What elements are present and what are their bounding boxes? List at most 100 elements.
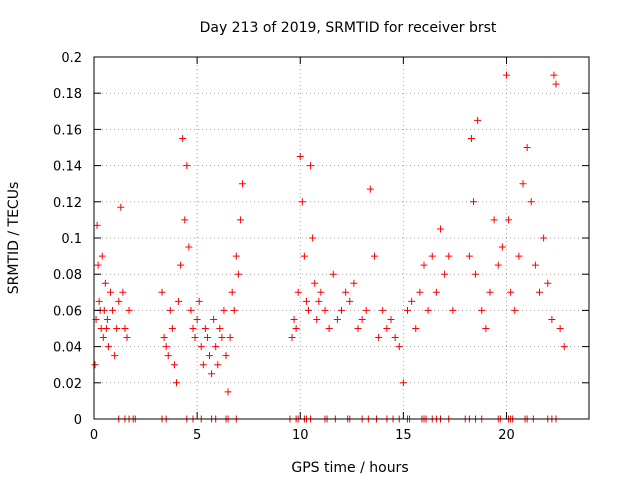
data-point — [93, 221, 101, 229]
data-point — [449, 306, 457, 314]
x-tick-label: 20 — [498, 428, 515, 443]
data-point — [201, 325, 209, 332]
data-point — [239, 180, 246, 188]
data-point — [437, 225, 444, 233]
data-point — [379, 306, 387, 314]
data-point — [465, 252, 473, 260]
data-point — [317, 288, 325, 296]
data-point — [288, 334, 296, 342]
data-point — [228, 288, 236, 296]
y-tick-label: 0.06 — [53, 304, 82, 319]
data-point — [210, 315, 218, 323]
data-point — [333, 315, 341, 323]
data-point — [177, 261, 185, 269]
y-tick-label: 0.08 — [53, 268, 82, 283]
data-point — [507, 288, 515, 296]
data-point — [338, 306, 345, 314]
data-point — [515, 252, 523, 260]
data-point — [160, 334, 168, 342]
data-point — [482, 325, 490, 332]
data-point — [187, 306, 195, 314]
data-point — [556, 325, 564, 332]
data-point — [395, 343, 403, 351]
data-point — [162, 343, 170, 351]
y-tick-label: 0.04 — [53, 341, 82, 356]
data-point — [511, 306, 519, 314]
data-point — [104, 343, 112, 351]
data-point — [472, 270, 480, 278]
data-point — [494, 261, 502, 269]
data-point — [387, 315, 395, 323]
data-point — [212, 343, 220, 351]
data-point — [170, 361, 178, 369]
data-point — [125, 306, 133, 314]
data-point — [197, 343, 205, 351]
data-point — [294, 288, 302, 296]
chart-title: Day 213 of 2019, SRMTID for receiver brs… — [200, 20, 497, 36]
data-point — [404, 306, 411, 314]
data-point — [531, 261, 539, 269]
data-point — [503, 71, 510, 79]
data-point — [115, 297, 123, 305]
data-point — [218, 334, 226, 342]
data-point — [342, 288, 350, 296]
data-point — [544, 279, 552, 287]
data-point — [216, 325, 224, 332]
data-point — [416, 288, 424, 296]
data-point — [412, 325, 420, 332]
data-point — [309, 234, 317, 242]
data-point — [183, 162, 191, 170]
data-point — [94, 261, 102, 269]
data-point — [470, 198, 477, 206]
data-point — [486, 288, 494, 296]
data-point — [391, 334, 399, 342]
data-point — [95, 297, 103, 305]
data-point — [226, 334, 234, 342]
data-point — [214, 361, 222, 369]
data-point — [432, 288, 440, 296]
data-point — [119, 288, 127, 296]
data-point — [195, 297, 203, 305]
data-point — [307, 162, 315, 170]
data-point — [113, 325, 121, 332]
data-point — [191, 334, 199, 342]
data-point — [548, 315, 556, 323]
data-point — [536, 288, 543, 296]
data-point — [445, 252, 453, 260]
data-point — [523, 144, 531, 151]
x-tick-label: 10 — [292, 428, 309, 443]
data-point — [121, 325, 129, 332]
data-point — [102, 325, 110, 332]
data-point — [313, 315, 321, 323]
data-point — [505, 216, 513, 224]
data-point — [91, 361, 99, 369]
data-point — [111, 352, 119, 360]
data-point — [109, 306, 117, 314]
y-tick-label: 0.2 — [61, 51, 82, 66]
data-point — [441, 270, 449, 278]
data-point — [298, 198, 306, 206]
data-point — [467, 134, 475, 142]
x-tick-label: 15 — [395, 428, 412, 443]
data-point — [371, 252, 378, 260]
data-point — [230, 306, 238, 314]
data-point — [478, 306, 486, 314]
data-point — [305, 306, 312, 314]
data-point — [236, 216, 244, 224]
data-point — [498, 243, 506, 251]
y-tick-label: 0.16 — [53, 123, 82, 138]
data-point — [181, 216, 189, 224]
data-point — [224, 388, 232, 396]
data-point — [424, 306, 432, 314]
y-tick-label: 0 — [74, 413, 82, 428]
data-point — [325, 325, 333, 332]
data-point — [490, 216, 498, 224]
data-point — [560, 343, 568, 351]
data-point — [296, 153, 304, 161]
data-point — [185, 243, 193, 251]
data-point — [99, 334, 107, 342]
data-points — [91, 71, 568, 396]
data-point — [117, 203, 125, 211]
data-point — [420, 261, 428, 269]
